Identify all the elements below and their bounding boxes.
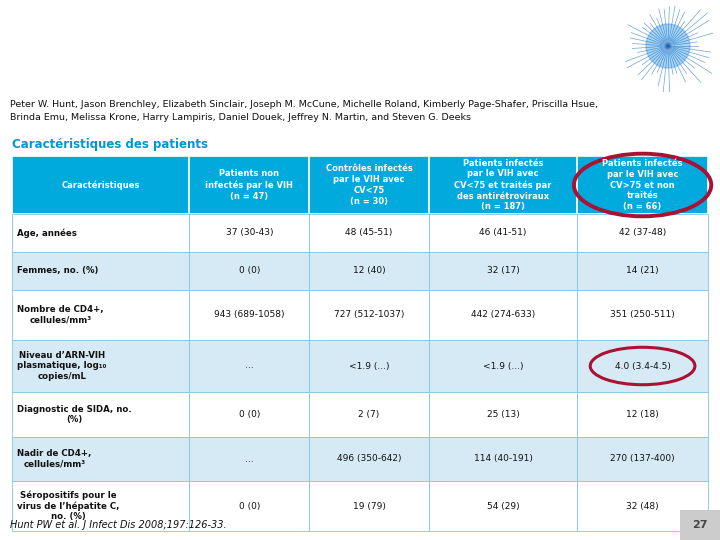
Text: <1.9 (...): <1.9 (...) — [483, 361, 523, 370]
FancyBboxPatch shape — [189, 156, 309, 214]
Text: 114 (40-191): 114 (40-191) — [474, 455, 533, 463]
FancyBboxPatch shape — [12, 481, 189, 531]
Text: 0 (0): 0 (0) — [238, 267, 260, 275]
FancyBboxPatch shape — [12, 437, 189, 481]
Text: Nombre de CD4+,
cellules/mm³: Nombre de CD4+, cellules/mm³ — [17, 305, 104, 325]
FancyBboxPatch shape — [429, 290, 577, 340]
FancyBboxPatch shape — [577, 290, 708, 340]
FancyBboxPatch shape — [429, 156, 577, 214]
Text: Diagnostic de SIDA, no.
(%): Diagnostic de SIDA, no. (%) — [17, 405, 132, 424]
FancyBboxPatch shape — [189, 392, 309, 437]
Text: Patients infectés
par le VIH avec
CV>75 et non
traités
(n = 66): Patients infectés par le VIH avec CV>75 … — [603, 159, 683, 211]
Text: Relation between T Cell Activation and CD4+ T Cell Count
in HIV-Seropositive Ind: Relation between T Cell Activation and C… — [12, 12, 621, 80]
FancyBboxPatch shape — [309, 481, 429, 531]
Text: 32 (17): 32 (17) — [487, 267, 519, 275]
Text: Niveau d’ARN-VIH
plasmatique, log₁₀
copies/mL: Niveau d’ARN-VIH plasmatique, log₁₀ copi… — [17, 351, 107, 381]
Circle shape — [656, 34, 680, 58]
FancyBboxPatch shape — [309, 392, 429, 437]
FancyBboxPatch shape — [12, 156, 189, 214]
FancyBboxPatch shape — [577, 481, 708, 531]
FancyBboxPatch shape — [12, 214, 189, 252]
Text: 27: 27 — [692, 520, 708, 530]
Text: Peter W. Hunt, Jason Brenchley, Elizabeth Sinclair, Joseph M. McCune, Michelle R: Peter W. Hunt, Jason Brenchley, Elizabet… — [10, 100, 598, 122]
FancyBboxPatch shape — [189, 214, 309, 252]
Text: <1.9 (...): <1.9 (...) — [348, 361, 390, 370]
FancyBboxPatch shape — [189, 252, 309, 290]
Text: Patients infectés
par le VIH avec
CV<75 et traités par
des antirétroviraux
(n = : Patients infectés par le VIH avec CV<75 … — [454, 159, 552, 211]
FancyBboxPatch shape — [12, 340, 189, 392]
FancyBboxPatch shape — [429, 437, 577, 481]
Text: 25 (13): 25 (13) — [487, 410, 519, 419]
Text: Age, années: Age, années — [17, 228, 77, 238]
Text: 54 (29): 54 (29) — [487, 502, 519, 510]
Text: 351 (250-511): 351 (250-511) — [611, 310, 675, 320]
Text: 2 (7): 2 (7) — [359, 410, 379, 419]
FancyBboxPatch shape — [680, 510, 720, 540]
Text: Caractéristiques: Caractéristiques — [61, 180, 140, 190]
Circle shape — [646, 24, 690, 68]
FancyBboxPatch shape — [577, 392, 708, 437]
Text: 442 (274-633): 442 (274-633) — [471, 310, 535, 320]
Text: 0 (0): 0 (0) — [238, 502, 260, 510]
Text: ...: ... — [245, 455, 253, 463]
Text: 943 (689-1058): 943 (689-1058) — [214, 310, 284, 320]
FancyBboxPatch shape — [309, 156, 429, 214]
Text: 270 (137-400): 270 (137-400) — [611, 455, 675, 463]
Text: 32 (48): 32 (48) — [626, 502, 659, 510]
Text: 727 (512-1037): 727 (512-1037) — [334, 310, 404, 320]
FancyBboxPatch shape — [429, 214, 577, 252]
FancyBboxPatch shape — [309, 340, 429, 392]
Text: Séropositifs pour le
virus de l’hépatite C,
no. (%): Séropositifs pour le virus de l’hépatite… — [17, 490, 120, 522]
Text: 12 (18): 12 (18) — [626, 410, 659, 419]
FancyBboxPatch shape — [309, 252, 429, 290]
FancyBboxPatch shape — [189, 290, 309, 340]
FancyBboxPatch shape — [429, 252, 577, 290]
FancyBboxPatch shape — [429, 340, 577, 392]
FancyBboxPatch shape — [189, 481, 309, 531]
FancyBboxPatch shape — [577, 214, 708, 252]
FancyBboxPatch shape — [309, 437, 429, 481]
FancyBboxPatch shape — [189, 340, 309, 392]
FancyBboxPatch shape — [12, 392, 189, 437]
Text: Femmes, no. (%): Femmes, no. (%) — [17, 267, 99, 275]
FancyBboxPatch shape — [429, 392, 577, 437]
Text: 19 (79): 19 (79) — [353, 502, 385, 510]
Circle shape — [663, 41, 673, 51]
FancyBboxPatch shape — [12, 252, 189, 290]
Text: Hunt PW et al. J Infect Dis 2008;197:126-33.: Hunt PW et al. J Infect Dis 2008;197:126… — [10, 520, 227, 530]
Text: Patients non
infectés par le VIH
(n = 47): Patients non infectés par le VIH (n = 47… — [205, 170, 293, 200]
FancyBboxPatch shape — [577, 437, 708, 481]
Text: 37 (30-43): 37 (30-43) — [225, 228, 273, 238]
Text: Caractéristiques des patients: Caractéristiques des patients — [12, 138, 208, 151]
Text: 0 (0): 0 (0) — [238, 410, 260, 419]
FancyBboxPatch shape — [189, 437, 309, 481]
FancyBboxPatch shape — [12, 290, 189, 340]
Text: 46 (41-51): 46 (41-51) — [480, 228, 527, 238]
Text: 48 (45-51): 48 (45-51) — [346, 228, 392, 238]
FancyBboxPatch shape — [577, 252, 708, 290]
Text: 4.0 (3.4-4.5): 4.0 (3.4-4.5) — [615, 361, 670, 370]
Text: Nadir de CD4+,
cellules/mm³: Nadir de CD4+, cellules/mm³ — [17, 449, 91, 469]
FancyBboxPatch shape — [429, 481, 577, 531]
Text: Contrôles infectés
par le VIH avec
CV<75
(n = 30): Contrôles infectés par le VIH avec CV<75… — [325, 164, 413, 206]
FancyBboxPatch shape — [309, 290, 429, 340]
Text: 14 (21): 14 (21) — [626, 267, 659, 275]
FancyBboxPatch shape — [309, 214, 429, 252]
Text: 12 (40): 12 (40) — [353, 267, 385, 275]
Text: 496 (350-642): 496 (350-642) — [337, 455, 401, 463]
FancyBboxPatch shape — [577, 156, 708, 214]
FancyBboxPatch shape — [577, 340, 708, 392]
Text: 42 (37-48): 42 (37-48) — [619, 228, 666, 238]
Text: ...: ... — [245, 361, 253, 370]
